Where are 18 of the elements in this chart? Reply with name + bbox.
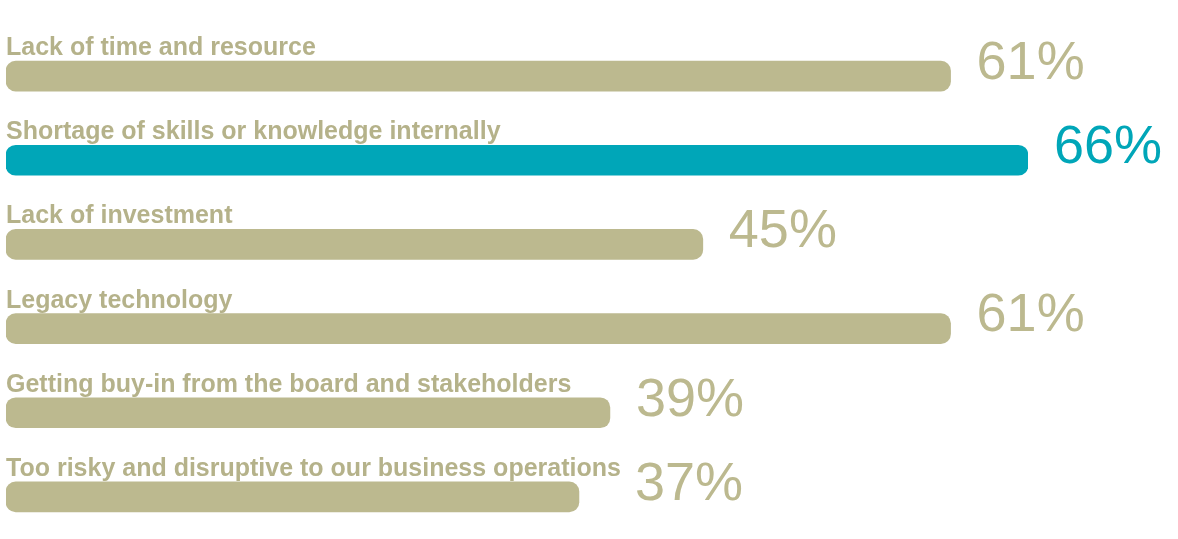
data-label: 61% [976, 29, 1085, 90]
data-label: 66% [1054, 114, 1163, 175]
bar [6, 60, 951, 92]
y-tick-label: Legacy technology [6, 284, 233, 313]
y-tick-label: Getting buy-in from the board and stakeholders [6, 368, 572, 397]
data-label: 61% [976, 282, 1085, 343]
data-label: 45% [728, 198, 837, 259]
data-label: 37% [634, 450, 744, 511]
bar [6, 397, 611, 429]
bar [6, 313, 951, 344]
bar [6, 144, 1028, 176]
y-tick-label: Lack of investment [6, 200, 234, 229]
bar [6, 481, 580, 513]
y-tick-label: Too risky and disruptive to our business operations [6, 452, 621, 481]
data-label: 39% [635, 366, 744, 427]
bar [6, 229, 704, 260]
y-tick-label: Lack of time and resource [6, 32, 316, 61]
y-tick-label: Shortage of skills or knowledge internally [6, 116, 501, 145]
